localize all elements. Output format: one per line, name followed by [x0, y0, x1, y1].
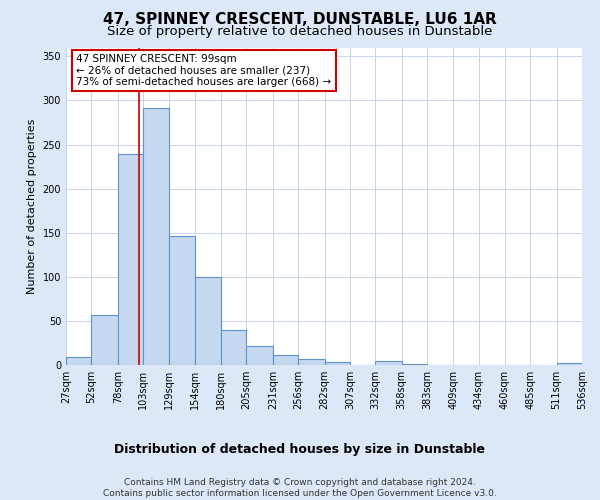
Bar [298, 359, 325, 365]
Text: Size of property relative to detached houses in Dunstable: Size of property relative to detached ho… [107, 25, 493, 38]
Bar [557, 363, 582, 365]
Bar [66, 357, 91, 365]
Bar [169, 236, 195, 365]
Bar [401, 364, 427, 365]
Bar [118, 154, 143, 365]
Text: Distribution of detached houses by size in Dunstable: Distribution of detached houses by size … [115, 442, 485, 456]
Text: 47 SPINNEY CRESCENT: 99sqm
← 26% of detached houses are smaller (237)
73% of sem: 47 SPINNEY CRESCENT: 99sqm ← 26% of deta… [76, 54, 331, 87]
Bar [91, 314, 118, 365]
Y-axis label: Number of detached properties: Number of detached properties [27, 118, 37, 294]
Bar [247, 346, 273, 365]
Bar [221, 330, 247, 365]
Bar [325, 362, 350, 365]
Text: Contains HM Land Registry data © Crown copyright and database right 2024.
Contai: Contains HM Land Registry data © Crown c… [103, 478, 497, 498]
Bar [273, 356, 298, 365]
Bar [195, 277, 221, 365]
Text: 47, SPINNEY CRESCENT, DUNSTABLE, LU6 1AR: 47, SPINNEY CRESCENT, DUNSTABLE, LU6 1AR [103, 12, 497, 28]
Bar [143, 108, 169, 365]
Bar [375, 360, 401, 365]
